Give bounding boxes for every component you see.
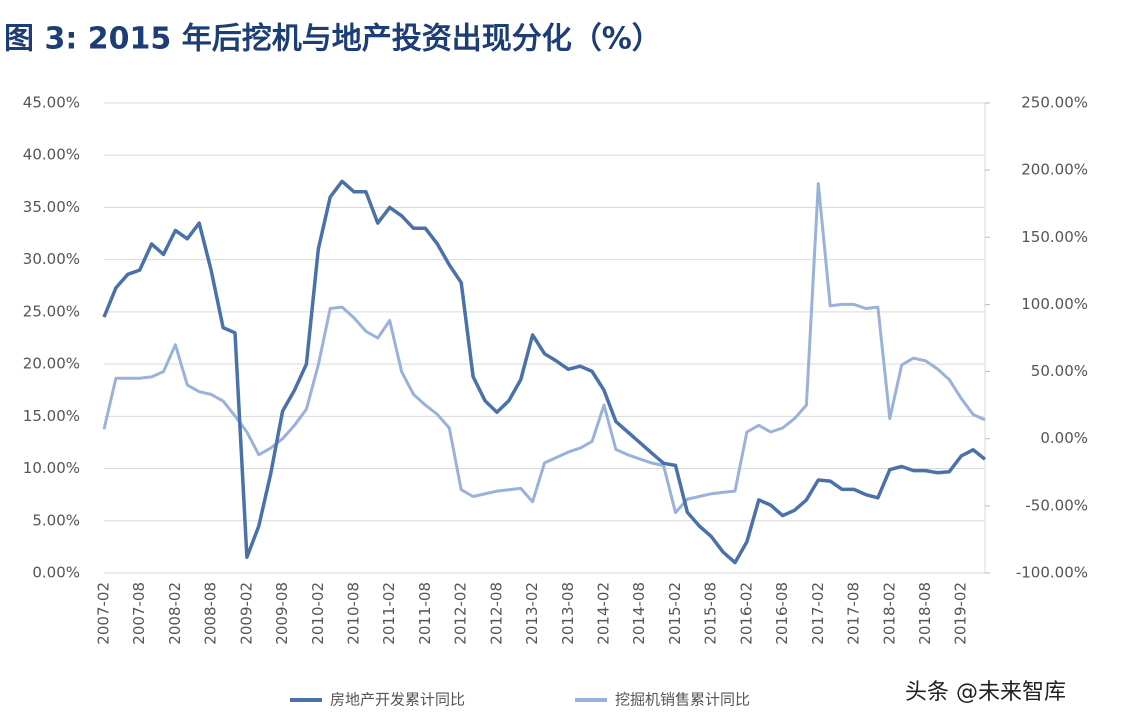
y-tick-label: 0.00% (32, 564, 80, 582)
x-tick-label: 2008-08 (202, 582, 220, 645)
chart-title: 图 3: 2015 年后挖机与地产投资出现分化（%） (4, 22, 662, 57)
y2-tick-label: 150.00% (1021, 228, 1088, 246)
x-tick-label: 2007-08 (130, 582, 148, 645)
y-tick-label: 25.00% (23, 302, 80, 320)
y-tick-label: 5.00% (32, 511, 80, 529)
legend-label: 房地产开发累计同比 (330, 691, 465, 709)
legend-label: 挖掘机销售累计同比 (615, 691, 750, 709)
watermark: 头条 @未来智库 (905, 680, 1066, 705)
y2-tick-label: -100.00% (1016, 564, 1088, 582)
x-tick-label: 2014-08 (630, 582, 648, 645)
y-tick-label: 40.00% (23, 146, 80, 164)
y2-tick-label: 0.00% (1040, 429, 1088, 447)
x-tick-label: 2019-02 (952, 582, 970, 645)
line-series (102, 179, 987, 565)
x-tick-label: 2017-08 (845, 582, 863, 645)
y2-tick-label: 50.00% (1031, 362, 1088, 380)
y2-tick-label: 200.00% (1021, 161, 1088, 179)
x-tick-label: 2012-02 (452, 582, 470, 645)
y-tick-label: 45.00% (23, 94, 80, 112)
x-tick-label: 2017-02 (809, 582, 827, 645)
x-tick-label: 2010-08 (345, 582, 363, 645)
x-tick-label: 2013-02 (523, 582, 541, 645)
y2-tick-label: -50.00% (1025, 496, 1088, 514)
x-tick-label: 2009-08 (273, 582, 291, 645)
line-series (102, 182, 986, 515)
y-tick-label: 35.00% (23, 198, 80, 216)
x-tick-label: 2013-08 (559, 582, 577, 645)
x-tick-label: 2016-02 (737, 582, 755, 645)
y2-tick-label: 100.00% (1021, 295, 1088, 313)
x-tick-label: 2016-08 (773, 582, 791, 645)
x-tick-label: 2014-02 (595, 582, 613, 645)
x-tick-label: 2008-02 (166, 582, 184, 645)
x-tick-label: 2018-02 (880, 582, 898, 645)
x-tick-label: 2007-02 (95, 582, 113, 645)
x-tick-label: 2015-02 (666, 582, 684, 645)
x-tick-label: 2009-02 (237, 582, 255, 645)
x-tick-label: 2011-08 (416, 582, 434, 645)
y-tick-label: 30.00% (23, 250, 80, 268)
x-tick-label: 2015-08 (702, 582, 720, 645)
y2-tick-label: 250.00% (1021, 94, 1088, 112)
y-tick-label: 15.00% (23, 407, 80, 425)
x-tick-label: 2011-02 (380, 582, 398, 645)
y-tick-label: 20.00% (23, 355, 80, 373)
x-tick-label: 2018-08 (916, 582, 934, 645)
x-tick-label: 2010-02 (309, 582, 327, 645)
x-tick-label: 2012-08 (487, 582, 505, 645)
y-tick-label: 10.00% (23, 459, 80, 477)
